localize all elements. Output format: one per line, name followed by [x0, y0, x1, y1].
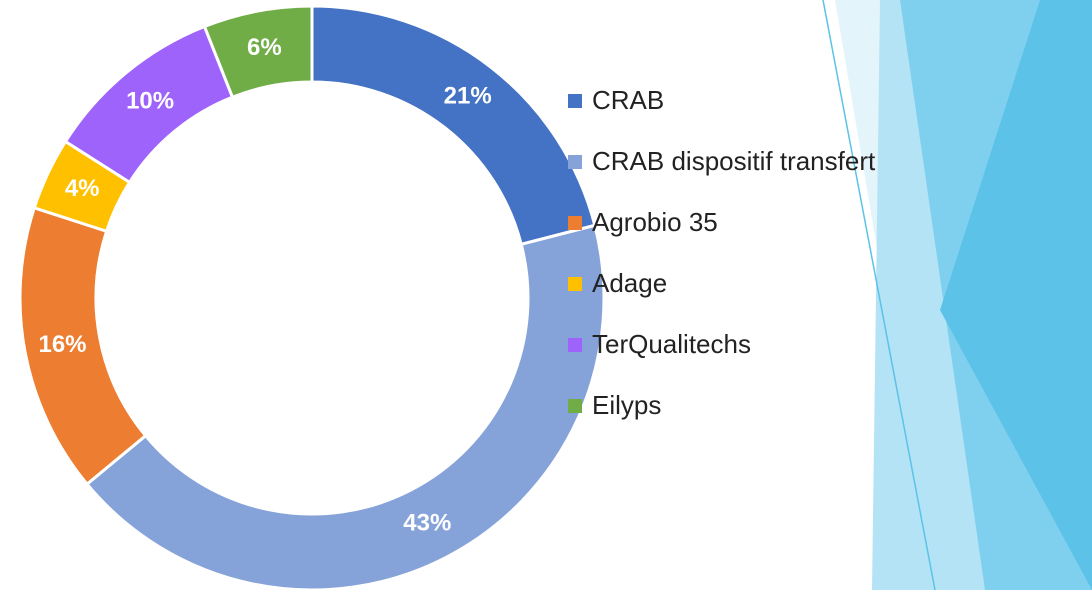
legend-swatch [568, 399, 582, 413]
legend-label: CRAB [592, 85, 664, 115]
data-label: 6% [247, 34, 282, 61]
data-label: 21% [444, 83, 492, 110]
legend-swatch [568, 338, 582, 352]
background-decoration [822, 0, 1092, 590]
data-label: 43% [403, 510, 451, 537]
legend-swatch [568, 94, 582, 108]
legend-label: Eilyps [592, 390, 661, 420]
legend-label: Agrobio 35 [592, 207, 718, 237]
legend-label: CRAB dispositif transfert [592, 146, 876, 176]
legend-label: TerQualitechs [592, 329, 751, 359]
donut-slice [84, 223, 606, 590]
legend-swatch [568, 277, 582, 291]
data-label: 10% [126, 88, 174, 115]
legend-swatch [568, 216, 582, 230]
donut-slice [202, 4, 314, 100]
data-label: 4% [65, 175, 100, 202]
data-label: 16% [38, 331, 86, 358]
legend-swatch [568, 155, 582, 169]
donut-slice [310, 4, 597, 247]
legend-label: Adage [592, 268, 667, 298]
